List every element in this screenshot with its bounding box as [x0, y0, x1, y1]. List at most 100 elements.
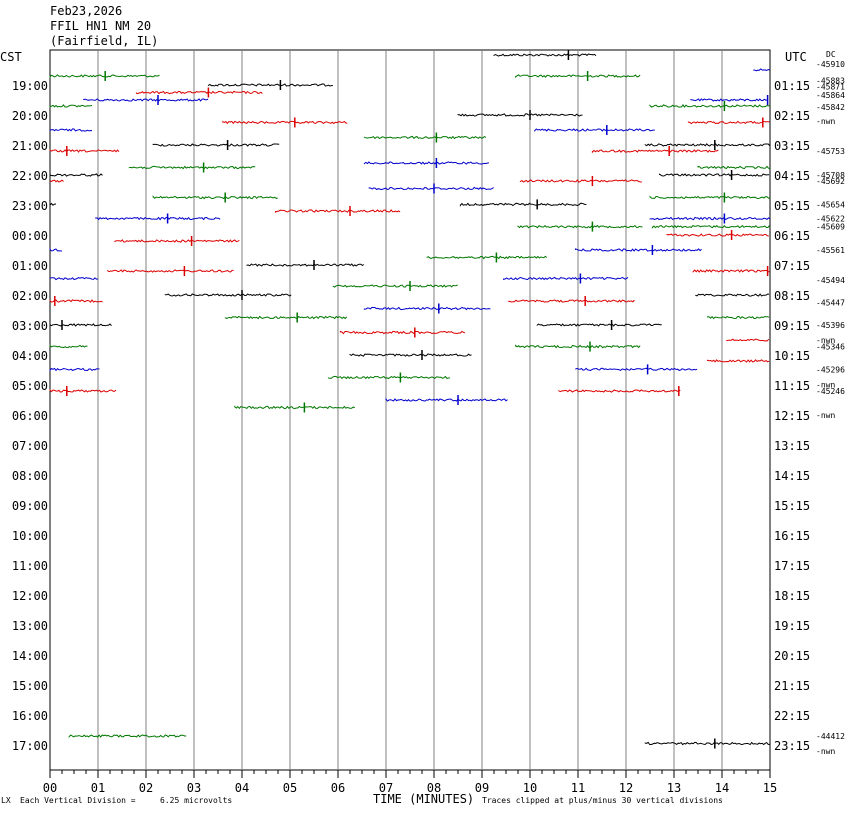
trace-line [128, 165, 256, 170]
x-tick-label: 07 [379, 781, 393, 795]
utc-row-label: 18:15 [774, 589, 810, 603]
x-tick-label: 01 [91, 781, 105, 795]
trace-line [327, 375, 450, 380]
trace-line [152, 143, 280, 147]
utc-row-labels: 01:15 02:15 03:15 04:15 05:15 06:15 07:15 08:15… [774, 79, 810, 753]
trace-line [697, 165, 771, 170]
cst-row-label: 04:00 [12, 349, 48, 363]
cst-row-label: 13:00 [12, 619, 48, 633]
trace-line [649, 104, 771, 108]
dc-offset-label: -nwn [816, 336, 835, 345]
trace-line [517, 224, 643, 229]
trace-line [753, 68, 770, 72]
trace-line [49, 74, 160, 79]
trace-line [224, 315, 348, 320]
utc-row-label: 13:15 [774, 439, 810, 453]
trace-line [49, 149, 120, 153]
trace-line [558, 389, 681, 393]
trace-line [515, 74, 641, 78]
x-tick-labels: 00 01 02 03 04 05 06 07 08 09 10 11 12 13 14 15 [43, 781, 777, 795]
trace-line [49, 367, 100, 372]
cst-row-label: 11:00 [12, 559, 48, 573]
trace-line [575, 367, 698, 372]
cst-row-label: 09:00 [12, 499, 48, 513]
right-axis-title: UTC [785, 50, 807, 64]
utc-row-label: 17:15 [774, 559, 810, 573]
trace-line [114, 239, 240, 243]
trace-line [135, 90, 263, 95]
x-tick-label: 02 [139, 781, 153, 795]
left-axis-title: CST [0, 50, 22, 64]
trace-line [666, 233, 769, 237]
trace-line [49, 202, 57, 207]
utc-row-label: 19:15 [774, 619, 810, 633]
trace-line [457, 113, 583, 117]
trace-line [363, 135, 487, 140]
trace-line [339, 330, 466, 335]
cst-row-label: 07:00 [12, 439, 48, 453]
trace-line [49, 344, 88, 349]
trace-line [726, 338, 770, 342]
trace-line [49, 128, 93, 132]
cst-row-label: 16:00 [12, 709, 48, 723]
trace-line [49, 247, 63, 252]
station-label: FFIL HN1 NM 20 [50, 19, 151, 33]
dc-offset-label: -45561 [816, 246, 845, 255]
utc-row-label: 08:15 [774, 289, 810, 303]
trace-line [459, 202, 587, 207]
trace-line [707, 315, 770, 320]
dc-offset-label: -45296 [816, 365, 845, 374]
utc-row-label: 09:15 [774, 319, 810, 333]
utc-row-label: 06:15 [774, 229, 810, 243]
cst-row-label: 22:00 [12, 169, 48, 183]
dc-offset-label: -nwn [816, 747, 835, 756]
date-label: Feb23,2026 [50, 4, 122, 18]
trace-line [644, 741, 770, 746]
trace-line [591, 149, 719, 154]
dc-title: DC [826, 50, 836, 59]
dc-offset-label: -45447 [816, 299, 845, 308]
trace-line [644, 143, 771, 147]
trace-line [246, 263, 365, 267]
dc-offset-label: -nwn [816, 380, 835, 389]
vertical-division-label: Each Vertical Division = [20, 796, 136, 805]
location-label: (Fairfield, IL) [50, 34, 158, 48]
trace-line [234, 405, 355, 410]
trace-line [222, 120, 348, 125]
utc-row-label: 05:15 [774, 199, 810, 213]
utc-row-label: 22:15 [774, 709, 810, 723]
cst-row-label: 05:00 [12, 379, 48, 393]
corner-mark: LX [1, 796, 11, 805]
trace-line [385, 397, 508, 402]
dc-offset-label: -45622 [816, 215, 845, 224]
trace-line [536, 323, 662, 327]
cst-row-label: 20:00 [12, 109, 48, 123]
trace-line [534, 128, 655, 132]
dc-offset-label: -45654 [816, 200, 845, 209]
x-tick-label: 09 [475, 781, 489, 795]
cst-row-label: 03:00 [12, 319, 48, 333]
x-tick-label: 12 [619, 781, 633, 795]
trace-line [349, 353, 472, 357]
trace-line [49, 299, 103, 303]
dc-offset-label: -45910 [816, 60, 845, 69]
x-tick-label: 14 [715, 781, 729, 795]
dc-offset-label: -45396 [816, 321, 845, 330]
dc-offset-label: -45692 [816, 177, 845, 186]
cst-row-label: 17:00 [12, 739, 48, 753]
trace-line [83, 98, 209, 102]
x-tick-label: 13 [667, 781, 681, 795]
x-tick-label: 00 [43, 781, 57, 795]
utc-row-label: 07:15 [774, 259, 810, 273]
trace-line [515, 344, 641, 349]
utc-row-label: 20:15 [774, 649, 810, 663]
trace-line [107, 269, 234, 273]
x-tick-label: 08 [427, 781, 441, 795]
trace-line [695, 293, 770, 297]
utc-row-label: 16:15 [774, 529, 810, 543]
trace-line [152, 195, 278, 200]
dc-offset-label: -nwn [816, 411, 835, 420]
utc-row-label: 23:15 [774, 739, 810, 753]
cst-row-label: 23:00 [12, 199, 48, 213]
dc-offset-label: -45753 [816, 147, 845, 156]
